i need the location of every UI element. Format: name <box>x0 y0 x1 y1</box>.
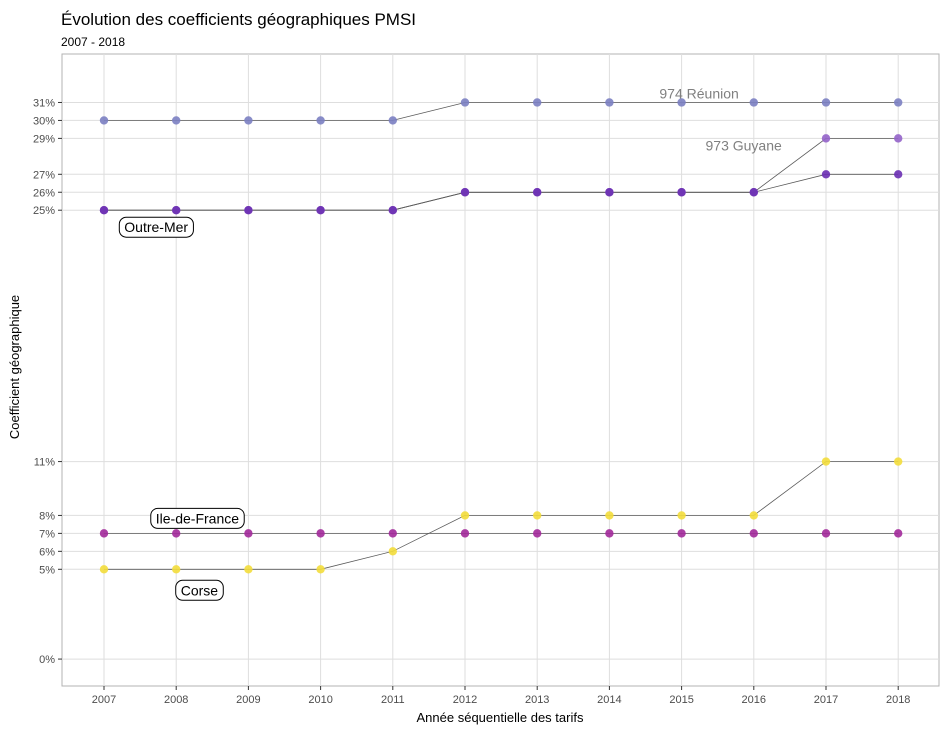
point-reunion <box>172 116 181 125</box>
point-reunion <box>533 98 542 107</box>
series-points <box>99 98 903 574</box>
label-iledefrance: Ile-de-France <box>156 510 239 526</box>
point-reunion <box>316 116 325 125</box>
point-reunion <box>894 98 903 107</box>
point-iledefrance <box>244 529 253 538</box>
point-corse <box>533 511 542 520</box>
x-tick-label: 2011 <box>381 694 405 706</box>
point-iledefrance <box>99 529 109 538</box>
point-outremer <box>172 206 181 215</box>
point-corse <box>894 457 903 466</box>
point-outremer <box>677 188 686 197</box>
x-tick-label: 2017 <box>814 694 838 706</box>
x-axis-ticks: 2007 2008 2009 2010 2011 2012 2013 2014 2015 2016… <box>92 686 910 706</box>
y-tick-label: 5% <box>39 564 55 576</box>
x-tick-label: 2009 <box>236 694 260 706</box>
y-tick-label: 11% <box>34 457 55 469</box>
point-reunion <box>244 116 253 125</box>
label-box-iledefrance <box>150 507 245 529</box>
label-outremer: Outre-Mer <box>124 219 188 235</box>
point-reunion <box>821 98 831 107</box>
y-tick-label: 31% <box>33 97 55 109</box>
x-tick-label: 2014 <box>597 694 621 706</box>
point-corse <box>316 565 325 574</box>
plot-panel <box>61 53 940 687</box>
point-iledefrance <box>605 529 614 538</box>
point-corse <box>821 457 831 466</box>
point-guyane <box>894 134 903 143</box>
point-iledefrance <box>388 529 397 538</box>
series-line-outremer <box>104 173 899 211</box>
label-guyane: 973 Guyane <box>706 137 782 153</box>
chart-title: Évolution des coefficients géographiques… <box>61 10 416 29</box>
label-box-outremer <box>118 216 194 238</box>
point-iledefrance <box>677 529 686 538</box>
point-reunion <box>749 98 758 107</box>
point-outremer <box>388 206 397 215</box>
y-tick-label: 0% <box>39 654 55 666</box>
point-reunion <box>99 116 109 125</box>
point-outremer <box>605 188 614 197</box>
point-reunion <box>388 116 397 125</box>
annotations: 974 Réunion 973 Guyane Outre-Mer Ile-de-Fra… <box>118 85 782 601</box>
point-corse <box>244 565 253 574</box>
point-iledefrance <box>749 529 758 538</box>
x-tick-label: 2010 <box>308 694 332 706</box>
label-corse: Corse <box>181 582 219 598</box>
point-corse <box>172 565 181 574</box>
y-tick-label: 29% <box>33 133 55 145</box>
y-axis-title: Coefficient géographique <box>7 295 22 439</box>
label-box-corse <box>175 579 224 601</box>
point-corse <box>749 511 758 520</box>
x-tick-label: 2012 <box>453 694 477 706</box>
point-outremer <box>533 188 542 197</box>
chart-subtitle: 2007 - 2018 <box>61 35 125 49</box>
point-outremer <box>99 206 109 215</box>
point-iledefrance <box>172 529 181 538</box>
point-corse <box>677 511 686 520</box>
x-tick-label: 2015 <box>669 694 693 706</box>
point-reunion <box>677 98 686 107</box>
y-tick-label: 26% <box>33 187 55 199</box>
x-tick-label: 2007 <box>92 694 116 706</box>
x-tick-label: 2008 <box>164 694 188 706</box>
point-reunion <box>460 98 470 107</box>
x-tick-label: 2016 <box>742 694 766 706</box>
y-tick-label: 7% <box>39 528 55 540</box>
point-outremer <box>316 206 325 215</box>
label-reunion: 974 Réunion <box>659 85 738 101</box>
point-outremer <box>244 206 253 215</box>
series-lines <box>104 102 899 570</box>
point-corse <box>460 511 470 520</box>
x-tick-label: 2013 <box>525 694 549 706</box>
y-tick-label: 8% <box>39 510 55 522</box>
y-tick-label: 6% <box>39 546 55 558</box>
x-axis-title: Année séquentielle des tarifs <box>417 710 584 725</box>
y-tick-label: 30% <box>33 115 55 127</box>
point-outremer <box>821 170 831 179</box>
y-tick-label: 27% <box>33 169 55 181</box>
point-corse <box>388 547 397 556</box>
point-iledefrance <box>460 529 470 538</box>
y-axis-ticks: 0% 5% 6% 7% 8% 11% 25% 26% 27% 29% 30% 31% <box>33 97 62 666</box>
point-corse <box>605 511 614 520</box>
point-outremer <box>894 170 903 179</box>
point-iledefrance <box>821 529 831 538</box>
point-reunion <box>605 98 614 107</box>
point-guyane <box>821 134 831 143</box>
point-outremer <box>460 188 470 197</box>
x-tick-label: 2018 <box>886 694 910 706</box>
y-tick-label: 25% <box>33 205 55 217</box>
point-iledefrance <box>316 529 325 538</box>
point-iledefrance <box>894 529 903 538</box>
series-line-corse <box>104 461 899 570</box>
point-iledefrance <box>533 529 542 538</box>
series-line-reunion <box>104 102 899 121</box>
point-corse <box>99 565 109 574</box>
point-outremer <box>749 188 758 197</box>
